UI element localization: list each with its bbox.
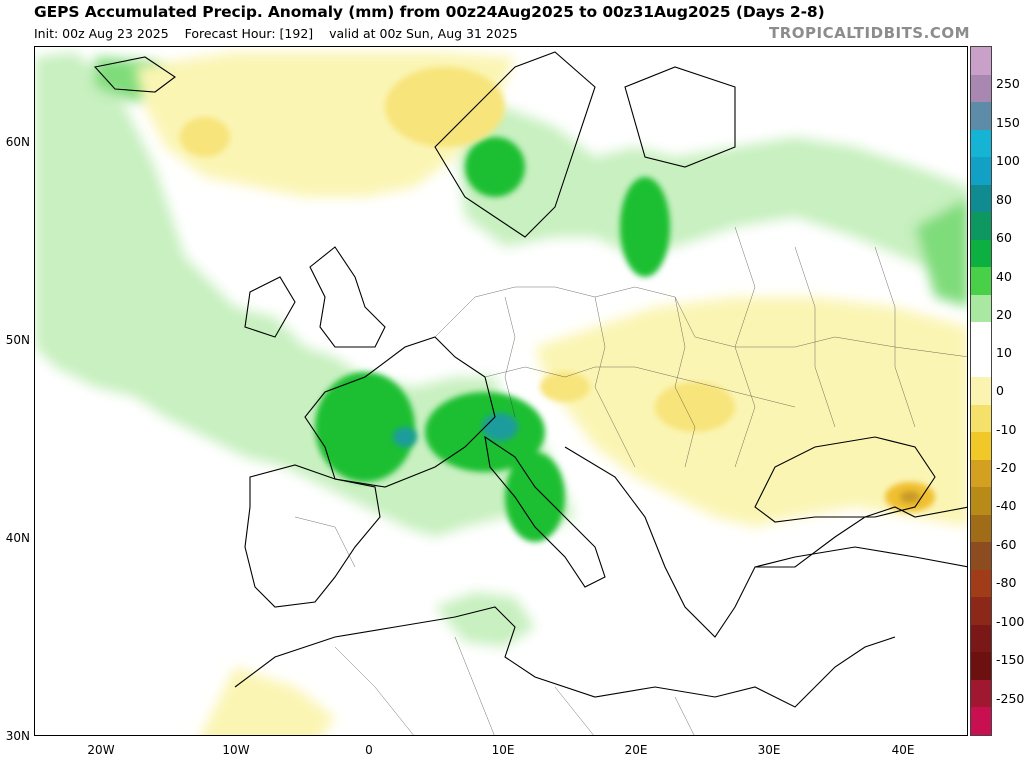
dry-core-pannonia: [540, 372, 590, 402]
colorbar-segment: [971, 47, 991, 76]
lon-label: 40E: [891, 743, 915, 757]
lat-label: 60N: [5, 135, 30, 149]
colorbar-label: -100: [996, 614, 1024, 629]
colorbar-label: -80: [996, 575, 1017, 590]
lon-label: 0: [365, 743, 373, 757]
colorbar-segment: [971, 212, 991, 241]
colorbar-label: 20: [996, 307, 1012, 322]
colorbar-segment: [971, 459, 991, 488]
colorbar-label: 60: [996, 230, 1012, 245]
colorbar-segment: [971, 542, 991, 571]
map-title: GEPS Accumulated Precip. Anomaly (mm) fr…: [34, 3, 825, 21]
coastlines: [93, 51, 967, 708]
dry-core-scandinavia: [385, 67, 505, 147]
map-canvas: [35, 51, 967, 735]
coast-ireland: [244, 276, 296, 338]
colorbar-segment: [971, 349, 991, 378]
colorbar-label: 250: [996, 76, 1020, 91]
dry-core-romania: [655, 382, 735, 432]
colorbar-label: -20: [996, 460, 1017, 475]
precip-anomaly-map: [34, 46, 968, 736]
colorbar-segment: [971, 404, 991, 433]
coast-balkans: [564, 446, 967, 638]
anomaly-field-dry: [135, 52, 967, 735]
colorbar-segment: [971, 624, 991, 653]
colorbar-label: 0: [996, 383, 1004, 398]
colorbar-segment: [971, 322, 991, 351]
colorbar-segment: [971, 184, 991, 213]
coast-scandinavia: [434, 51, 596, 238]
colorbar-segment: [971, 377, 991, 406]
colorbar-segment: [971, 487, 991, 516]
lon-label: 20W: [87, 743, 115, 757]
colorbar-label: -250: [996, 691, 1024, 706]
lon-label: 10W: [222, 743, 250, 757]
wet-area-scandinavia: [455, 107, 967, 296]
coast-france: [304, 336, 496, 488]
wet-core-italy: [505, 452, 565, 542]
colorbar-segment: [971, 707, 991, 736]
dry-area-africa: [201, 667, 335, 735]
anomaly-extreme-wet: [393, 413, 920, 503]
lat-label: 30N: [5, 729, 30, 743]
country-borders: [294, 226, 967, 735]
colorbar-segment: [971, 569, 991, 598]
brand-watermark: TROPICALTIDBITS.COM: [769, 24, 970, 42]
map-subtitle: Init: 00z Aug 23 2025 Forecast Hour: [19…: [34, 26, 518, 41]
coast-italy: [484, 435, 606, 588]
wet-extreme-france: [393, 427, 417, 447]
coast-north-africa: [234, 606, 896, 708]
colorbar-label: 80: [996, 192, 1012, 207]
colorbar-label: -150: [996, 652, 1024, 667]
valid-time: valid at 00z Sun, Aug 31 2025: [329, 26, 518, 41]
coast-black-sea: [754, 436, 936, 523]
wet-core-france: [315, 372, 415, 482]
forecast-hour: Forecast Hour: [192]: [184, 26, 314, 41]
colorbar-segment: [971, 294, 991, 323]
colorbar: [970, 46, 992, 736]
colorbar-label: -40: [996, 498, 1017, 513]
colorbar-segment: [971, 129, 991, 158]
colorbar-segment: [971, 514, 991, 543]
wet-area-caucasus: [915, 198, 967, 307]
colorbar-label: -10: [996, 422, 1017, 437]
dry-area-eastern-europe: [535, 297, 967, 527]
dry-extreme-caucasus: [900, 491, 920, 503]
colorbar-segment: [971, 102, 991, 131]
coast-britain: [309, 246, 386, 348]
coast-iceland: [93, 56, 176, 93]
coast-turkey: [754, 546, 967, 568]
wet-core-baltic: [620, 177, 670, 277]
lat-label: 50N: [5, 333, 30, 347]
colorbar-label: -60: [996, 537, 1017, 552]
init-time: Init: 00z Aug 23 2025: [34, 26, 169, 41]
colorbar-segment: [971, 267, 991, 296]
lat-label: 40N: [5, 531, 30, 545]
colorbar-label: 150: [996, 115, 1020, 130]
colorbar-segment: [971, 157, 991, 186]
lon-label: 20E: [624, 743, 648, 757]
coast-finland: [624, 66, 736, 168]
lon-label: 30E: [757, 743, 781, 757]
colorbar-segment: [971, 597, 991, 626]
dry-core-atlantic: [180, 117, 230, 157]
wet-extreme-alps: [482, 413, 518, 441]
wet-area-north-africa: [435, 592, 535, 647]
colorbar-segment: [971, 679, 991, 708]
lon-label: 10E: [491, 743, 515, 757]
colorbar-segment: [971, 239, 991, 268]
colorbar-segment: [971, 652, 991, 681]
colorbar-label: 10: [996, 345, 1012, 360]
colorbar-label: 100: [996, 153, 1020, 168]
wet-core-norway: [465, 137, 525, 197]
colorbar-segment: [971, 432, 991, 461]
colorbar-label: 40: [996, 269, 1012, 284]
colorbar-segment: [971, 74, 991, 103]
